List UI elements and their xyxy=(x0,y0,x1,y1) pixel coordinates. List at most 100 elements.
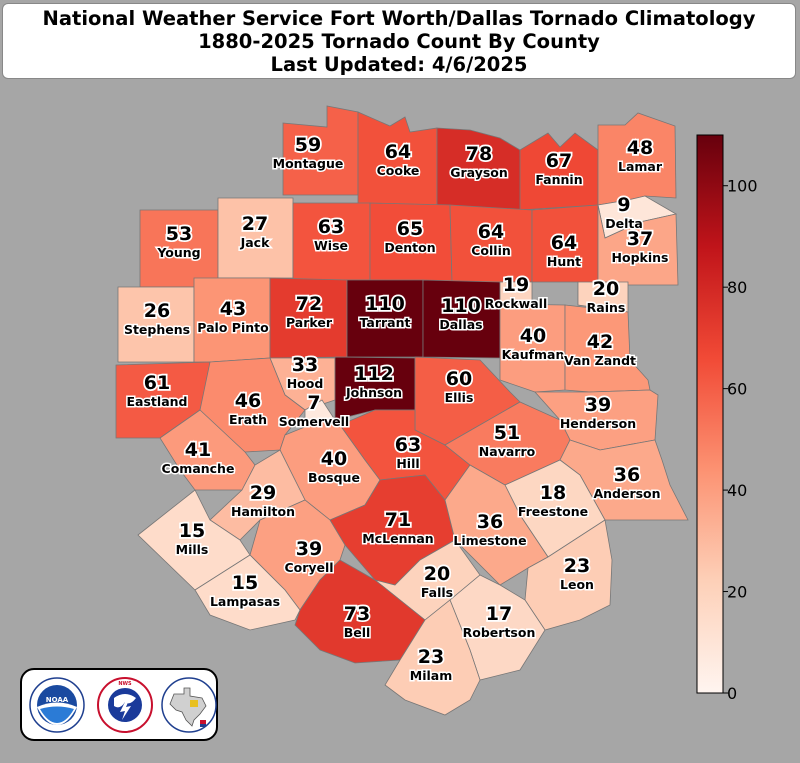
county-name-palo-pinto: Palo Pinto xyxy=(197,320,269,335)
county-rockwall xyxy=(499,281,533,305)
county-name-anderson: Anderson xyxy=(593,486,660,501)
county-name-rockwall: Rockwall xyxy=(485,296,548,311)
county-name-grayson: Grayson xyxy=(450,165,508,180)
county-name-hunt: Hunt xyxy=(547,254,581,269)
county-name-kaufman: Kaufman xyxy=(502,347,565,362)
county-name-bosque: Bosque xyxy=(308,470,360,485)
county-name-stephens: Stephens xyxy=(124,322,190,337)
county-count-ellis: 60 xyxy=(446,368,472,390)
county-count-collin: 64 xyxy=(478,221,504,243)
county-name-hopkins: Hopkins xyxy=(612,250,669,265)
county-count-tarrant: 110 xyxy=(365,293,405,315)
county-kaufman xyxy=(499,303,566,393)
county-count-hood: 33 xyxy=(292,354,318,376)
noaa-logo-icon: NOAA xyxy=(29,677,85,733)
county-name-hood: Hood xyxy=(287,376,324,391)
county-name-freestone: Freestone xyxy=(518,504,588,519)
county-count-van-zandt: 42 xyxy=(587,331,613,353)
county-count-young: 53 xyxy=(166,223,192,245)
county-count-coryell: 39 xyxy=(296,538,322,560)
county-count-eastland: 61 xyxy=(144,372,170,394)
county-name-parker: Parker xyxy=(286,315,333,330)
county-name-hamilton: Hamilton xyxy=(231,504,295,519)
county-name-mills: Mills xyxy=(176,542,209,557)
nws-logo-icon: NWS xyxy=(97,677,153,733)
county-fannin xyxy=(519,132,599,211)
county-count-johnson: 112 xyxy=(354,363,394,385)
county-count-bell: 73 xyxy=(344,603,370,625)
colorbar-tick-label: 0 xyxy=(727,684,737,703)
county-count-navarro: 51 xyxy=(494,422,520,444)
county-name-milam: Milam xyxy=(410,668,452,683)
county-name-limestone: Limestone xyxy=(453,533,526,548)
county-count-jack: 27 xyxy=(242,213,268,235)
map-title-box: National Weather Service Fort Worth/Dall… xyxy=(2,3,796,79)
county-name-coryell: Coryell xyxy=(284,560,333,575)
county-count-grayson: 78 xyxy=(466,143,492,165)
county-count-lampasas: 15 xyxy=(232,572,258,594)
county-count-denton: 65 xyxy=(397,218,423,240)
county-name-young: Young xyxy=(156,245,200,260)
county-name-wise: Wise xyxy=(314,238,348,253)
county-name-collin: Collin xyxy=(471,243,511,258)
county-name-van-zandt: Van Zandt xyxy=(564,353,636,368)
county-count-henderson: 39 xyxy=(585,394,611,416)
county-name-delta: Delta xyxy=(605,216,643,231)
county-name-navarro: Navarro xyxy=(479,444,536,459)
colorbar: 0 20 40 60 80 100 xyxy=(696,134,758,703)
county-name-ellis: Ellis xyxy=(445,390,474,405)
county-milam xyxy=(384,599,481,716)
county-count-comanche: 41 xyxy=(185,439,211,461)
county-count-montague: 59 xyxy=(295,134,321,156)
logo-box: NOAA NWS xyxy=(20,668,218,741)
colorbar-ticks: 0 20 40 60 80 100 xyxy=(723,177,758,703)
county-count-palo-pinto: 43 xyxy=(220,298,246,320)
county-count-mclennan: 71 xyxy=(385,509,411,531)
county-count-hill: 63 xyxy=(395,434,421,456)
county-name-hill: Hill xyxy=(396,456,419,471)
svg-text:NOAA: NOAA xyxy=(46,696,69,704)
county-name-somervell: Somervell xyxy=(279,414,349,429)
county-name-lampasas: Lampasas xyxy=(210,594,280,609)
colorbar-tick-label: 40 xyxy=(727,481,747,500)
county-count-wise: 63 xyxy=(318,216,344,238)
county-count-leon: 23 xyxy=(564,555,590,577)
county-count-rockwall: 19 xyxy=(503,274,529,296)
county-count-anderson: 36 xyxy=(614,464,640,486)
county-count-hamilton: 29 xyxy=(250,482,276,504)
county-count-fannin: 67 xyxy=(546,150,572,172)
labels-layer: 59Montague64Cooke78Grayson67Fannin48Lama… xyxy=(122,132,670,684)
county-name-leon: Leon xyxy=(560,577,594,592)
colorbar-tick-label: 100 xyxy=(727,177,758,196)
county-name-henderson: Henderson xyxy=(560,416,636,431)
county-lampasas xyxy=(194,554,301,631)
county-count-erath: 46 xyxy=(235,390,261,412)
county-count-delta: 9 xyxy=(617,194,630,216)
county-count-bosque: 40 xyxy=(321,448,347,470)
county-name-cooke: Cooke xyxy=(377,163,420,178)
county-count-stephens: 26 xyxy=(144,300,170,322)
county-name-erath: Erath xyxy=(229,412,267,427)
county-count-hopkins: 37 xyxy=(627,228,653,250)
svg-text:NWS: NWS xyxy=(118,681,132,687)
county-count-robertson: 17 xyxy=(486,603,512,625)
colorbar-tick-label: 20 xyxy=(727,583,747,602)
county-count-milam: 23 xyxy=(418,646,444,668)
texas-map-seal-icon xyxy=(161,677,217,733)
county-count-lamar: 48 xyxy=(627,137,653,159)
county-count-falls: 20 xyxy=(424,563,450,585)
counties-layer xyxy=(115,105,689,716)
county-name-comanche: Comanche xyxy=(162,461,235,476)
title-line-2: 1880-2025 Tornado Count By County xyxy=(198,30,600,53)
county-count-limestone: 36 xyxy=(477,511,503,533)
county-name-jack: Jack xyxy=(240,235,270,250)
county-name-rains: Rains xyxy=(587,300,626,315)
county-count-parker: 72 xyxy=(296,293,322,315)
county-name-montague: Montague xyxy=(273,156,344,171)
county-count-rains: 20 xyxy=(593,278,619,300)
county-name-bell: Bell xyxy=(344,625,371,640)
county-count-dallas: 110 xyxy=(441,295,481,317)
title-line-3: Last Updated: 4/6/2025 xyxy=(270,53,528,76)
county-name-dallas: Dallas xyxy=(439,317,482,332)
